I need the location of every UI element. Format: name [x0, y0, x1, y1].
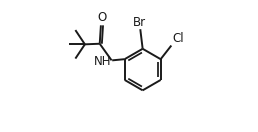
Text: NH: NH	[94, 55, 112, 68]
Text: O: O	[98, 11, 107, 24]
Text: Cl: Cl	[172, 32, 183, 45]
Text: Br: Br	[133, 16, 146, 29]
